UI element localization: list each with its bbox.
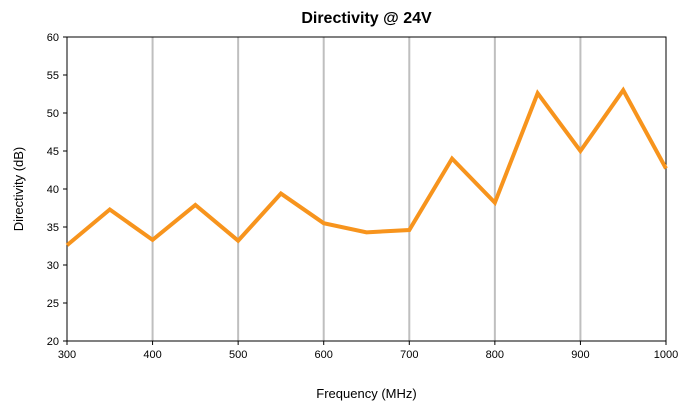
y-tick-label-0: 20 xyxy=(47,336,59,348)
y-tick-label-6: 50 xyxy=(47,108,59,120)
x-tick-label-7: 1000 xyxy=(654,349,678,361)
y-tick-label-1: 25 xyxy=(47,298,59,310)
y-tick-label-7: 55 xyxy=(47,70,59,82)
x-tick-label-4: 700 xyxy=(400,349,418,361)
chart-title: Directivity @ 24V xyxy=(301,10,432,27)
series-layer xyxy=(65,86,668,247)
grid xyxy=(151,37,582,341)
y-axis-label: Directivity (dB) xyxy=(11,147,26,232)
x-axis: 300 400 500 600 700 800 900 1000 xyxy=(58,341,678,361)
x-axis-label: Frequency (MHz) xyxy=(316,386,416,401)
x-tick-label-1: 400 xyxy=(143,349,161,361)
x-tick-label-0: 300 xyxy=(58,349,76,361)
x-tick-label-3: 600 xyxy=(315,349,333,361)
y-tick-label-8: 60 xyxy=(47,32,59,44)
x-tick-label-6: 900 xyxy=(571,349,589,361)
y-tick-label-2: 30 xyxy=(47,260,59,272)
x-tick-label-2: 500 xyxy=(229,349,247,361)
y-axis: 20 25 30 35 40 45 50 55 60 xyxy=(47,32,67,348)
y-tick-label-5: 45 xyxy=(47,146,59,158)
y-tick-label-4: 40 xyxy=(47,184,59,196)
x-tick-label-5: 800 xyxy=(486,349,504,361)
series-line-0 xyxy=(65,86,668,247)
plot-frame xyxy=(66,36,667,342)
y-tick-label-3: 35 xyxy=(47,222,59,234)
